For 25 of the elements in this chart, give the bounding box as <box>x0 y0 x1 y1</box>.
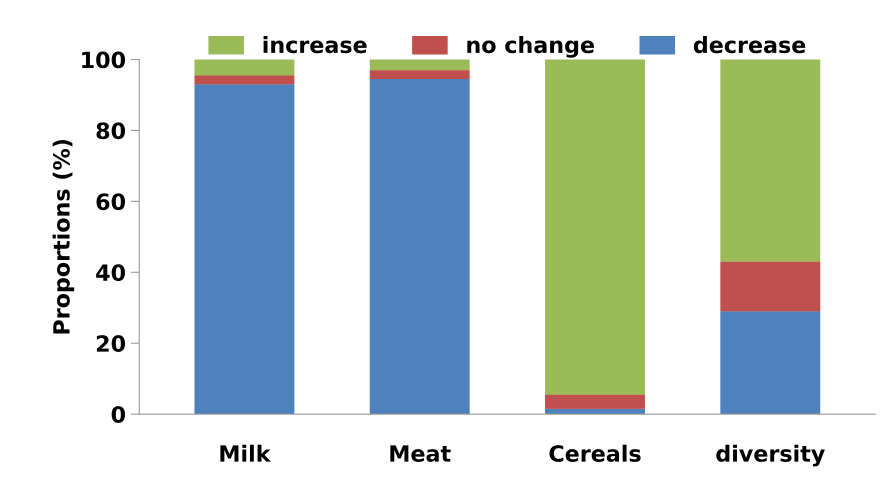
bar <box>194 75 294 84</box>
legend-label: increase <box>264 36 367 54</box>
y-tick-label: 60 <box>96 193 125 210</box>
y-tick-label: 40 <box>96 264 125 282</box>
bar <box>370 79 470 414</box>
x-tick-label: diversity <box>716 444 825 466</box>
bar <box>720 311 820 414</box>
bar <box>720 60 820 262</box>
legend-label: no change <box>467 36 594 58</box>
x-tick-label: Milk <box>220 444 271 462</box>
x-tick-label: Meat <box>390 445 451 462</box>
bar <box>194 60 294 76</box>
y-tick-label: 20 <box>96 335 125 352</box>
bar <box>545 394 645 409</box>
bar <box>194 84 294 414</box>
legend-label: decrease <box>694 36 806 54</box>
bar <box>370 70 470 80</box>
bar <box>545 60 645 395</box>
y-tick-label: 100 <box>82 51 126 68</box>
y-axis-title: Proportions (%) <box>52 140 74 334</box>
bar <box>720 262 820 312</box>
bar <box>370 60 470 70</box>
y-tick-label: 80 <box>96 122 125 140</box>
y-tick-label: 0 <box>112 406 125 423</box>
x-tick-label: Cereals <box>549 444 641 462</box>
